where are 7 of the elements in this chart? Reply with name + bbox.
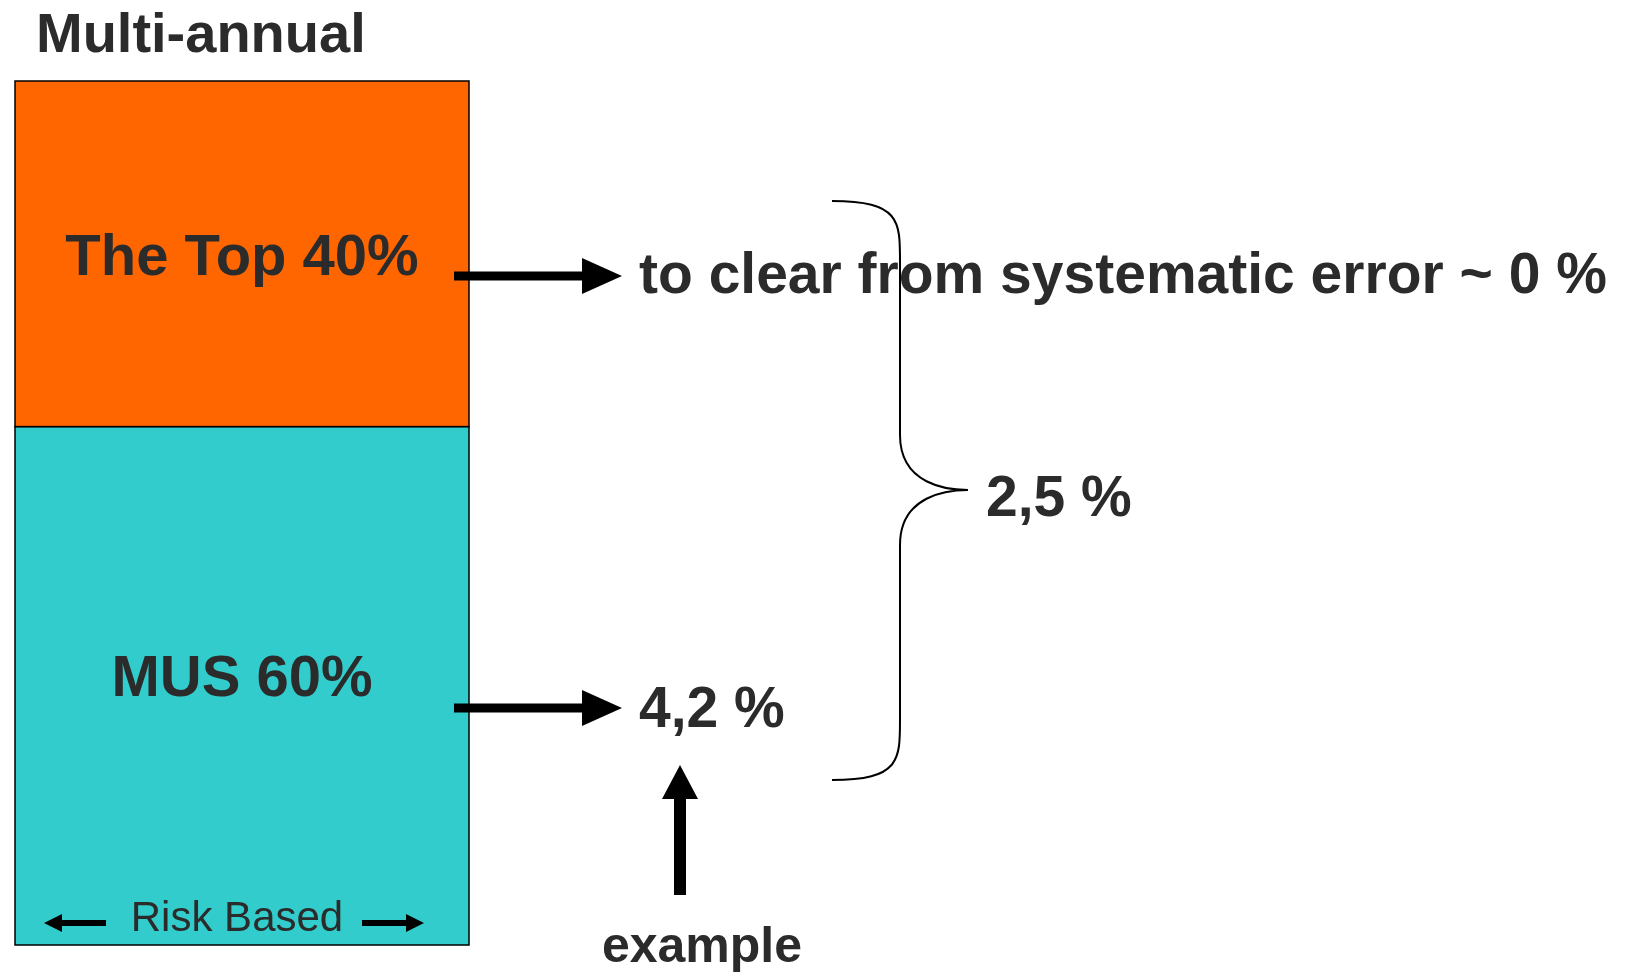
text: 4,2 % [639, 675, 785, 739]
annotation: Risk Based [130, 893, 344, 940]
chart-title: Multi-annual [36, 1, 366, 64]
data-label: MUS 60% [111, 643, 373, 709]
data-label: The Top 40% [65, 221, 419, 287]
text: example [601, 917, 803, 973]
text: 2,5 % [986, 464, 1132, 528]
